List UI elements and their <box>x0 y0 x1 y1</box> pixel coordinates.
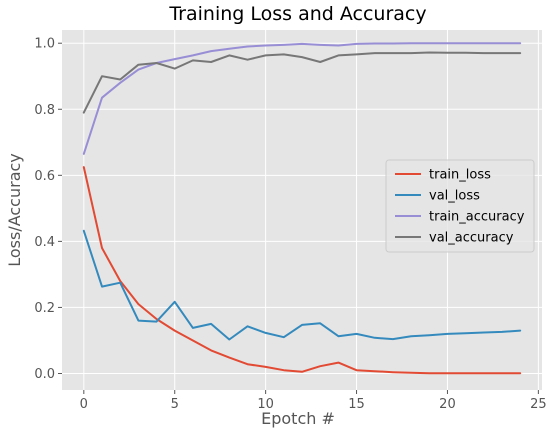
series-line-val-accuracy <box>82 51 522 114</box>
legend-label: train_loss <box>429 168 491 183</box>
series-group <box>82 42 522 375</box>
chart-title: Training Loss and Accuracy <box>168 3 426 25</box>
x-tick-label: 5 <box>171 397 179 412</box>
y-tick-label: 1.0 <box>34 37 55 52</box>
legend-label: val_accuracy <box>429 231 514 246</box>
x-tick-label: 0 <box>80 397 88 412</box>
series-line-val-loss <box>82 229 522 341</box>
x-tick-label: 20 <box>439 397 456 412</box>
legend: train_loss val_loss train_accuracy val_accu… <box>385 159 535 253</box>
x-tick-label: 10 <box>257 397 274 412</box>
y-tick-label: 0.8 <box>34 103 55 118</box>
y-tick-label: 0.4 <box>34 235 55 250</box>
series-line-train-loss <box>82 166 522 375</box>
legend-label: val_loss <box>429 189 480 204</box>
x-tick-label: 15 <box>348 397 365 412</box>
y-tick-label: 0.0 <box>34 367 55 382</box>
y-axis-label: Loss/Accuracy <box>5 153 24 267</box>
legend-label: train_accuracy <box>429 210 525 225</box>
y-axis-ticks: 0.0 0.2 0.4 0.6 0.8 1.0 <box>34 37 62 382</box>
y-tick-label: 0.6 <box>34 169 55 184</box>
x-axis-ticks: 0 5 10 15 20 25 <box>80 390 547 412</box>
x-axis-label: Epotch # <box>261 409 335 428</box>
x-tick-label: 25 <box>530 397 547 412</box>
y-tick-label: 0.2 <box>34 301 55 316</box>
legend-box <box>385 159 535 253</box>
